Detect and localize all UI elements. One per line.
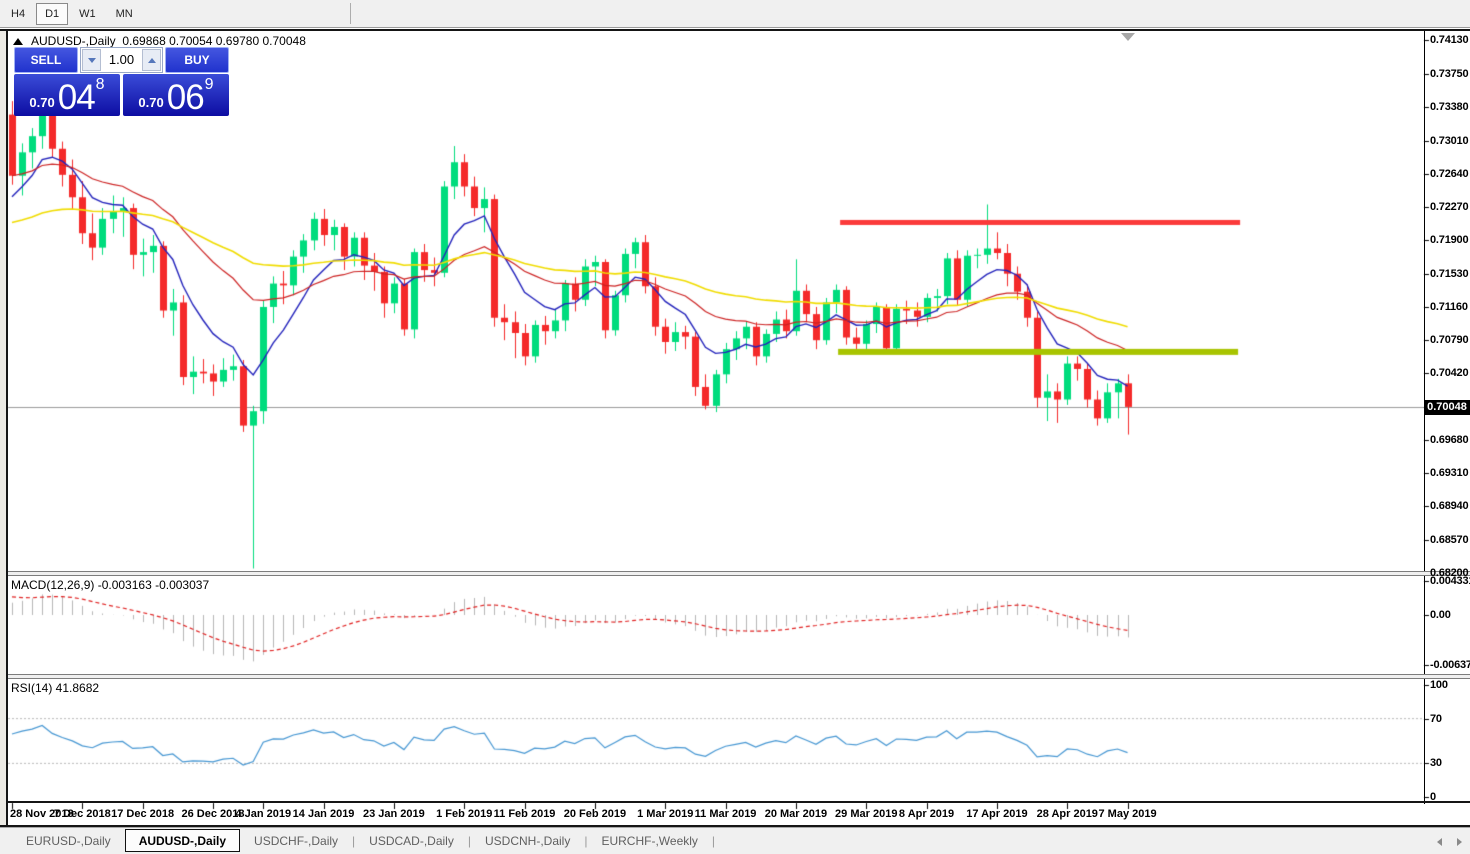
timeframe-tab-d1[interactable]: D1 — [36, 3, 69, 25]
buy-price-sup: 9 — [204, 76, 214, 93]
tab-separator: | — [584, 834, 588, 848]
date-axis-label: 28 Apr 2019 — [1036, 808, 1098, 820]
date-axis-label: 29 Mar 2019 — [835, 808, 898, 820]
chart-window-bottom-border — [0, 825, 1470, 827]
rsi-axis-label: 100 — [1430, 679, 1448, 691]
chevron-up-icon — [147, 57, 156, 63]
buy-price-prefix: 0.70 — [138, 95, 164, 110]
volume-decrease-button[interactable] — [82, 49, 101, 71]
timeframe-tab-h4[interactable]: H4 — [2, 3, 35, 25]
rsi-axis-label: 30 — [1430, 757, 1442, 769]
toolbar-divider — [350, 3, 351, 24]
chart-tab-usdchf[interactable]: USDCHF-,Daily — [254, 834, 339, 848]
tab-separator: | — [467, 834, 471, 848]
date-axis-label: 17 Apr 2019 — [966, 808, 1028, 820]
price-axis-label: 0.70420 — [1430, 367, 1469, 379]
price-axis-label: 0.69680 — [1430, 434, 1469, 446]
macd-indicator-label: MACD(12,26,9) -0.003163 -0.003037 — [11, 578, 210, 592]
chart-symbol-label: AUDUSD-,Daily — [31, 34, 116, 48]
chart-tabbar: EURUSD-,Daily AUDUSD-,Daily USDCHF-,Daily |… — [0, 827, 1470, 854]
date-axis-label: 11 Feb 2019 — [493, 808, 556, 820]
date-axis-label: 20 Feb 2019 — [563, 808, 627, 820]
chart-tab-usdcnh[interactable]: USDCNH-,Daily — [484, 834, 571, 848]
chart-tab-eurchf[interactable]: EURCHF-,Weekly — [601, 834, 698, 848]
price-axis-label: 0.71530 — [1430, 268, 1469, 280]
price-axis-label: 0.68570 — [1430, 534, 1469, 546]
rsi-indicator-label: RSI(14) 41.8682 — [11, 681, 100, 695]
current-price-tag: 0.70048 — [1424, 400, 1470, 415]
chevron-down-icon — [87, 57, 96, 63]
sell-price-big: 04 — [57, 78, 96, 117]
date-axis-label: 26 Dec 2018 — [181, 808, 245, 820]
price-axis-label: 0.73750 — [1430, 68, 1469, 80]
volume-stepper: 1.00 — [80, 47, 163, 73]
price-axis-label: 0.72270 — [1430, 201, 1469, 213]
buy-price-big: 06 — [166, 78, 205, 117]
sell-price-display[interactable]: 0.70 04 8 — [14, 74, 120, 116]
tab-separator: | — [352, 834, 356, 848]
date-axis-line — [0, 801, 1470, 803]
date-axis-label: 4 Jan 2019 — [235, 808, 292, 820]
tab-scroll-left-icon[interactable] — [1437, 838, 1442, 846]
price-axis-label: 0.68940 — [1430, 500, 1469, 512]
chart-tab-usdcad[interactable]: USDCAD-,Daily — [369, 834, 454, 848]
price-axis-label: 0.68200 — [1430, 567, 1469, 579]
timeframe-tab-w1[interactable]: W1 — [70, 3, 105, 25]
symbol-arrow-icon[interactable] — [13, 38, 23, 45]
date-axis-label: 23 Jan 2019 — [363, 808, 425, 820]
one-click-trading-panel: SELL 1.00 BUY 0.70 04 8 0.70 06 9 — [14, 47, 229, 116]
date-axis-label: 7 Dec 2018 — [53, 808, 111, 820]
macd-axis-label: -0.006373 — [1430, 659, 1470, 671]
date-axis-label: 11 Mar 2019 — [694, 808, 757, 820]
price-axis-label: 0.69310 — [1430, 467, 1469, 479]
buy-button[interactable]: BUY — [165, 47, 229, 73]
sell-price-sup: 8 — [95, 76, 105, 93]
date-axis-label: 17 Dec 2018 — [111, 808, 175, 820]
rsi-panel-splitter[interactable] — [0, 674, 1470, 679]
chart-ohlc-values: 0.69868 0.70054 0.69780 0.70048 — [122, 34, 306, 48]
price-axis-label: 0.74130 — [1430, 34, 1469, 46]
chart-title: AUDUSD-,Daily 0.69868 0.70054 0.69780 0.… — [13, 34, 306, 48]
chart-window-top-border — [0, 29, 1470, 31]
sell-button[interactable]: SELL — [14, 47, 78, 73]
timeframe-tabbar: H4 D1 W1 MN — [0, 0, 1470, 28]
date-axis-label: 20 Mar 2019 — [764, 808, 828, 820]
date-axis-label: 8 Apr 2019 — [898, 808, 955, 820]
date-axis-label: 14 Jan 2019 — [292, 808, 355, 820]
volume-increase-button[interactable] — [142, 49, 161, 71]
price-axis-label: 0.73380 — [1430, 101, 1469, 113]
timeframe-tab-mn[interactable]: MN — [106, 3, 142, 25]
macd-axis-label: 0.00 — [1430, 609, 1451, 621]
date-axis-label: 1 Feb 2019 — [436, 808, 493, 820]
price-axis-label: 0.71900 — [1430, 234, 1469, 246]
rsi-axis-label: 70 — [1430, 713, 1442, 725]
macd-panel-splitter[interactable] — [0, 571, 1470, 576]
buy-price-display[interactable]: 0.70 06 9 — [123, 74, 229, 116]
tab-separator: | — [711, 834, 716, 848]
rsi-axis-label: 0 — [1430, 791, 1436, 803]
price-axis-label: 0.72640 — [1430, 168, 1469, 180]
macd-axis-label: 0.004331 — [1430, 575, 1470, 587]
chart-tab-audusd[interactable]: AUDUSD-,Daily — [124, 829, 241, 852]
price-axis-line — [1424, 31, 1425, 804]
date-axis-label: 7 May 2019 — [1098, 808, 1157, 820]
sell-price-prefix: 0.70 — [29, 95, 55, 110]
chart-tab-eurusd[interactable]: EURUSD-,Daily — [26, 834, 111, 848]
date-axis-label: 1 Mar 2019 — [637, 808, 694, 820]
price-axis-label: 0.73010 — [1430, 135, 1469, 147]
tab-scroll-right-icon[interactable] — [1457, 838, 1462, 846]
chart-shift-icon[interactable] — [1121, 33, 1135, 41]
date-axis-label: 28 Nov 2018 — [10, 808, 74, 820]
price-axis-label: 0.71160 — [1430, 301, 1468, 313]
price-axis-label: 0.70790 — [1430, 334, 1469, 346]
chart-window-left-edge — [0, 31, 8, 825]
volume-input[interactable]: 1.00 — [108, 52, 135, 67]
